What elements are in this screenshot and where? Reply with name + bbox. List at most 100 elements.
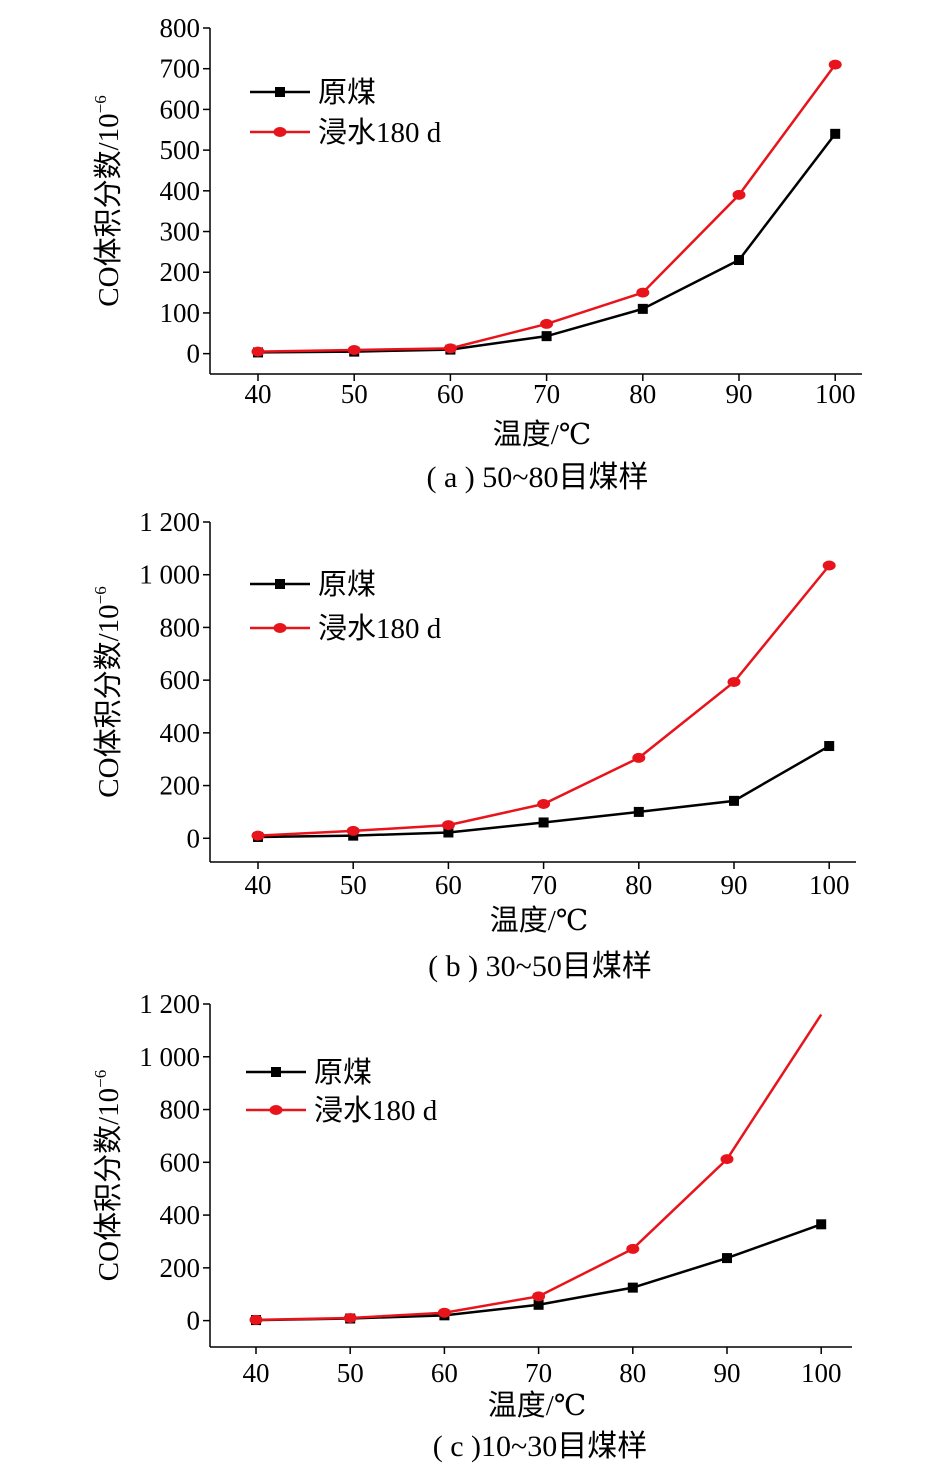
point-a-1 <box>251 346 265 357</box>
point-a-0 <box>637 303 648 314</box>
y-tick-label-c: 800 <box>160 1095 201 1125</box>
point-c-1 <box>720 1154 734 1165</box>
x-tick-label-b: 50 <box>340 870 367 900</box>
y-tick-label-b: 0 <box>187 823 201 853</box>
point-b-1 <box>632 752 646 763</box>
point-a-0 <box>734 255 744 266</box>
y-tick-label-c: 1 200 <box>139 990 200 1019</box>
y-axis-label-a: CO体积分数/10−6 <box>91 95 125 306</box>
x-tick-label-a: 50 <box>341 379 368 409</box>
y-axis-label-main-b: CO体积分数/10 <box>92 604 125 797</box>
legend-label-a-1: 浸水180 d <box>318 116 442 149</box>
y-axis-label-exponent-c: −6 <box>91 1070 110 1088</box>
y-tick-label-c: 200 <box>160 1253 201 1283</box>
x-tick-label-b: 60 <box>435 870 462 900</box>
point-b-0 <box>729 795 739 806</box>
point-a-1 <box>732 189 746 200</box>
y-axis-label-exponent-a: −6 <box>91 95 110 113</box>
x-tick-label-c: 80 <box>619 1358 646 1388</box>
x-tick-label-c: 70 <box>525 1358 552 1388</box>
point-c-0 <box>627 1282 638 1293</box>
y-tick-label-b: 200 <box>160 771 201 801</box>
y-tick-label-a: 200 <box>160 257 201 287</box>
y-tick-label-b: 600 <box>160 665 201 695</box>
y-axis-label-main-c: CO体积分数/10 <box>92 1088 125 1281</box>
y-tick-label-b: 1 000 <box>139 560 200 590</box>
x-tick-label-a: 70 <box>533 379 560 409</box>
x-tick-label-a: 80 <box>629 379 656 409</box>
y-tick-label-a: 500 <box>160 135 201 165</box>
x-tick-label-a: 60 <box>437 379 464 409</box>
point-b-1 <box>537 799 551 810</box>
y-tick-label-b: 1 200 <box>139 507 200 537</box>
y-tick-label-c: 600 <box>160 1147 201 1177</box>
legend-marker-b-1 <box>273 623 287 633</box>
y-tick-label-c: 1 000 <box>139 1042 200 1072</box>
y-tick-label-a: 300 <box>160 217 201 247</box>
point-b-1 <box>822 560 836 571</box>
x-tick-label-c: 100 <box>801 1358 842 1388</box>
chart-panel-c: 0 200 400 600 800 1 000 1 200 40 50 60 70 80 90 100 温度… <box>0 989 945 1473</box>
point-a-1 <box>636 287 650 298</box>
point-b-1 <box>727 676 741 687</box>
legend-label-a-0: 原煤 <box>318 76 376 109</box>
x-tick-label-b: 40 <box>245 870 272 900</box>
point-c-1 <box>437 1307 451 1318</box>
chart-panel-b: 0 200 400 600 800 1 000 1 200 40 50 60 70 80 90 100 温度… <box>0 500 945 990</box>
point-a-1 <box>828 59 842 70</box>
x-axis-label-b: 温度/℃ <box>490 904 589 937</box>
point-b-1 <box>251 830 265 841</box>
y-tick-label-a: 100 <box>160 298 201 328</box>
y-axis-label-exponent-b: −6 <box>91 586 110 604</box>
point-c-0 <box>533 1299 544 1310</box>
point-b-0 <box>824 741 835 752</box>
point-b-0 <box>633 806 644 817</box>
point-a-1 <box>540 318 554 329</box>
point-c-0 <box>816 1219 827 1230</box>
chart-panel-a: 0 100 200 300 400 500 600 700 800 40 50 60 70 80 90 100… <box>0 0 945 500</box>
x-axis-label-c: 温度/℃ <box>488 1389 587 1422</box>
point-c-1 <box>532 1291 546 1302</box>
point-a-0 <box>541 331 552 342</box>
legend-marker-c-1 <box>269 1105 283 1115</box>
x-tick-label-b: 100 <box>809 870 850 900</box>
chart-caption-c: ( c )10~30目煤样 <box>433 1430 648 1463</box>
point-c-0 <box>722 1253 732 1264</box>
y-tick-label-a: 400 <box>160 176 201 206</box>
legend-label-b-0: 原煤 <box>318 568 376 601</box>
legend-label-b-1: 浸水180 d <box>318 612 442 645</box>
point-a-1 <box>443 343 457 354</box>
y-tick-label-b: 400 <box>160 718 201 748</box>
y-tick-label-c: 400 <box>160 1200 201 1230</box>
point-b-1 <box>441 820 455 831</box>
chart-svg-c: 0 200 400 600 800 1 000 1 200 40 50 60 70 80 90 100 温度… <box>91 989 852 1463</box>
y-tick-label-a: 700 <box>160 54 201 84</box>
point-b-0 <box>538 817 549 828</box>
y-axis-label-main-a: CO体积分数/10 <box>92 113 125 306</box>
x-tick-label-a: 40 <box>245 379 272 409</box>
y-tick-label-a: 600 <box>160 94 201 124</box>
y-tick-label-c: 0 <box>187 1306 201 1336</box>
legend-marker-b-0 <box>275 579 285 589</box>
x-tick-label-c: 60 <box>431 1358 458 1388</box>
x-tick-label-b: 90 <box>721 870 748 900</box>
y-tick-label-a: 800 <box>160 13 201 43</box>
y-axis-label-c: CO体积分数/10−6 <box>91 1070 125 1281</box>
x-tick-label-c: 90 <box>714 1358 741 1388</box>
legend-marker-a-0 <box>275 87 285 97</box>
legend-marker-c-0 <box>271 1067 281 1077</box>
chart-caption-b: ( b ) 30~50目煤样 <box>428 950 652 983</box>
legend-label-c-0: 原煤 <box>314 1056 372 1089</box>
legend-marker-a-1 <box>273 127 287 137</box>
point-b-0 <box>443 827 454 838</box>
point-c-1 <box>626 1243 640 1254</box>
x-tick-label-a: 100 <box>815 379 856 409</box>
point-a-1 <box>347 344 361 355</box>
y-tick-label-a: 0 <box>187 339 201 369</box>
chart-svg-a: 0 100 200 300 400 500 600 700 800 40 50 60 70 80 90 100… <box>91 13 862 451</box>
y-tick-label-b: 800 <box>160 612 201 642</box>
point-c-1 <box>249 1314 263 1325</box>
x-tick-label-b: 70 <box>530 870 557 900</box>
x-tick-label-c: 50 <box>337 1358 364 1388</box>
x-tick-label-b: 80 <box>625 870 652 900</box>
